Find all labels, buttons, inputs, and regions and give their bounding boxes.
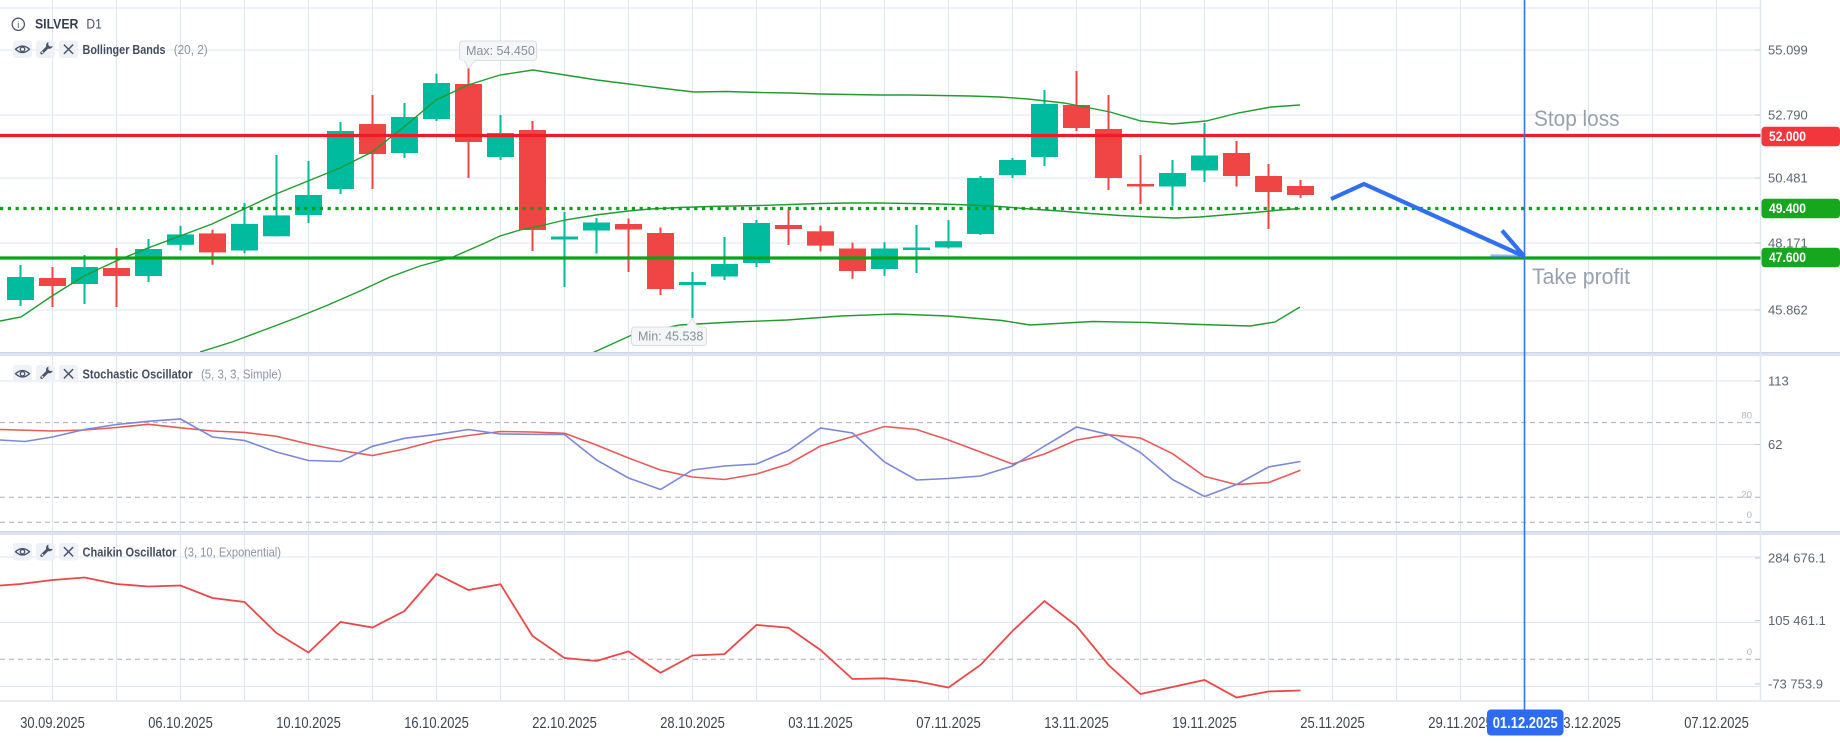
svg-text:13.11.2025: 13.11.2025: [1044, 715, 1109, 732]
svg-text:25.11.2025: 25.11.2025: [1300, 715, 1365, 732]
svg-text:07.12.2025: 07.12.2025: [1684, 715, 1749, 732]
svg-text:55.099: 55.099: [1768, 43, 1808, 58]
svg-text:03.12.2025: 03.12.2025: [1556, 715, 1621, 732]
svg-text:20: 20: [1741, 490, 1752, 501]
svg-text:52.790: 52.790: [1768, 108, 1808, 123]
svg-text:284 676.1: 284 676.1: [1768, 551, 1826, 566]
svg-text:Min: 45.538: Min: 45.538: [638, 330, 703, 344]
svg-text:50.481: 50.481: [1768, 171, 1808, 186]
svg-text:(3, 10, Exponential): (3, 10, Exponential): [184, 544, 281, 559]
svg-text:29.11.2025: 29.11.2025: [1428, 715, 1493, 732]
svg-text:Chaikin Oscillator: Chaikin Oscillator: [83, 544, 177, 559]
svg-text:(5, 3, 3, Simple): (5, 3, 3, Simple): [201, 366, 282, 381]
svg-text:01.12.2025: 01.12.2025: [1493, 715, 1558, 732]
svg-text:Stochastic Oscillator: Stochastic Oscillator: [83, 366, 193, 381]
svg-text:0: 0: [1747, 510, 1752, 521]
svg-text:(20, 2): (20, 2): [174, 42, 208, 57]
svg-text:52.000: 52.000: [1769, 129, 1806, 144]
svg-text:19.11.2025: 19.11.2025: [1172, 715, 1237, 732]
svg-text:Bollinger Bands: Bollinger Bands: [83, 42, 166, 57]
svg-text:Take profit: Take profit: [1532, 264, 1631, 289]
svg-text:Stop loss: Stop loss: [1534, 106, 1620, 131]
svg-text:06.10.2025: 06.10.2025: [148, 715, 213, 732]
svg-text:113: 113: [1768, 374, 1789, 389]
svg-text:0: 0: [1747, 647, 1752, 658]
svg-text:105 461.1: 105 461.1: [1768, 613, 1826, 628]
svg-text:80: 80: [1741, 410, 1752, 421]
svg-text:SILVER: SILVER: [35, 17, 79, 32]
svg-text:Max: 54.450: Max: 54.450: [466, 44, 535, 58]
svg-text:30.09.2025: 30.09.2025: [20, 715, 85, 732]
svg-text:07.11.2025: 07.11.2025: [916, 715, 981, 732]
svg-text:47.600: 47.600: [1769, 250, 1806, 265]
svg-text:-73 753.9: -73 753.9: [1768, 677, 1823, 692]
svg-text:03.11.2025: 03.11.2025: [788, 715, 853, 732]
svg-text:49.400: 49.400: [1769, 201, 1806, 216]
svg-text:45.862: 45.862: [1768, 303, 1808, 318]
svg-text:28.10.2025: 28.10.2025: [660, 715, 725, 732]
svg-text:22.10.2025: 22.10.2025: [532, 715, 597, 732]
svg-text:10.10.2025: 10.10.2025: [276, 715, 341, 732]
svg-text:i: i: [17, 20, 19, 31]
svg-text:16.10.2025: 16.10.2025: [404, 715, 469, 732]
svg-text:D1: D1: [86, 17, 102, 32]
svg-text:62: 62: [1768, 437, 1782, 452]
